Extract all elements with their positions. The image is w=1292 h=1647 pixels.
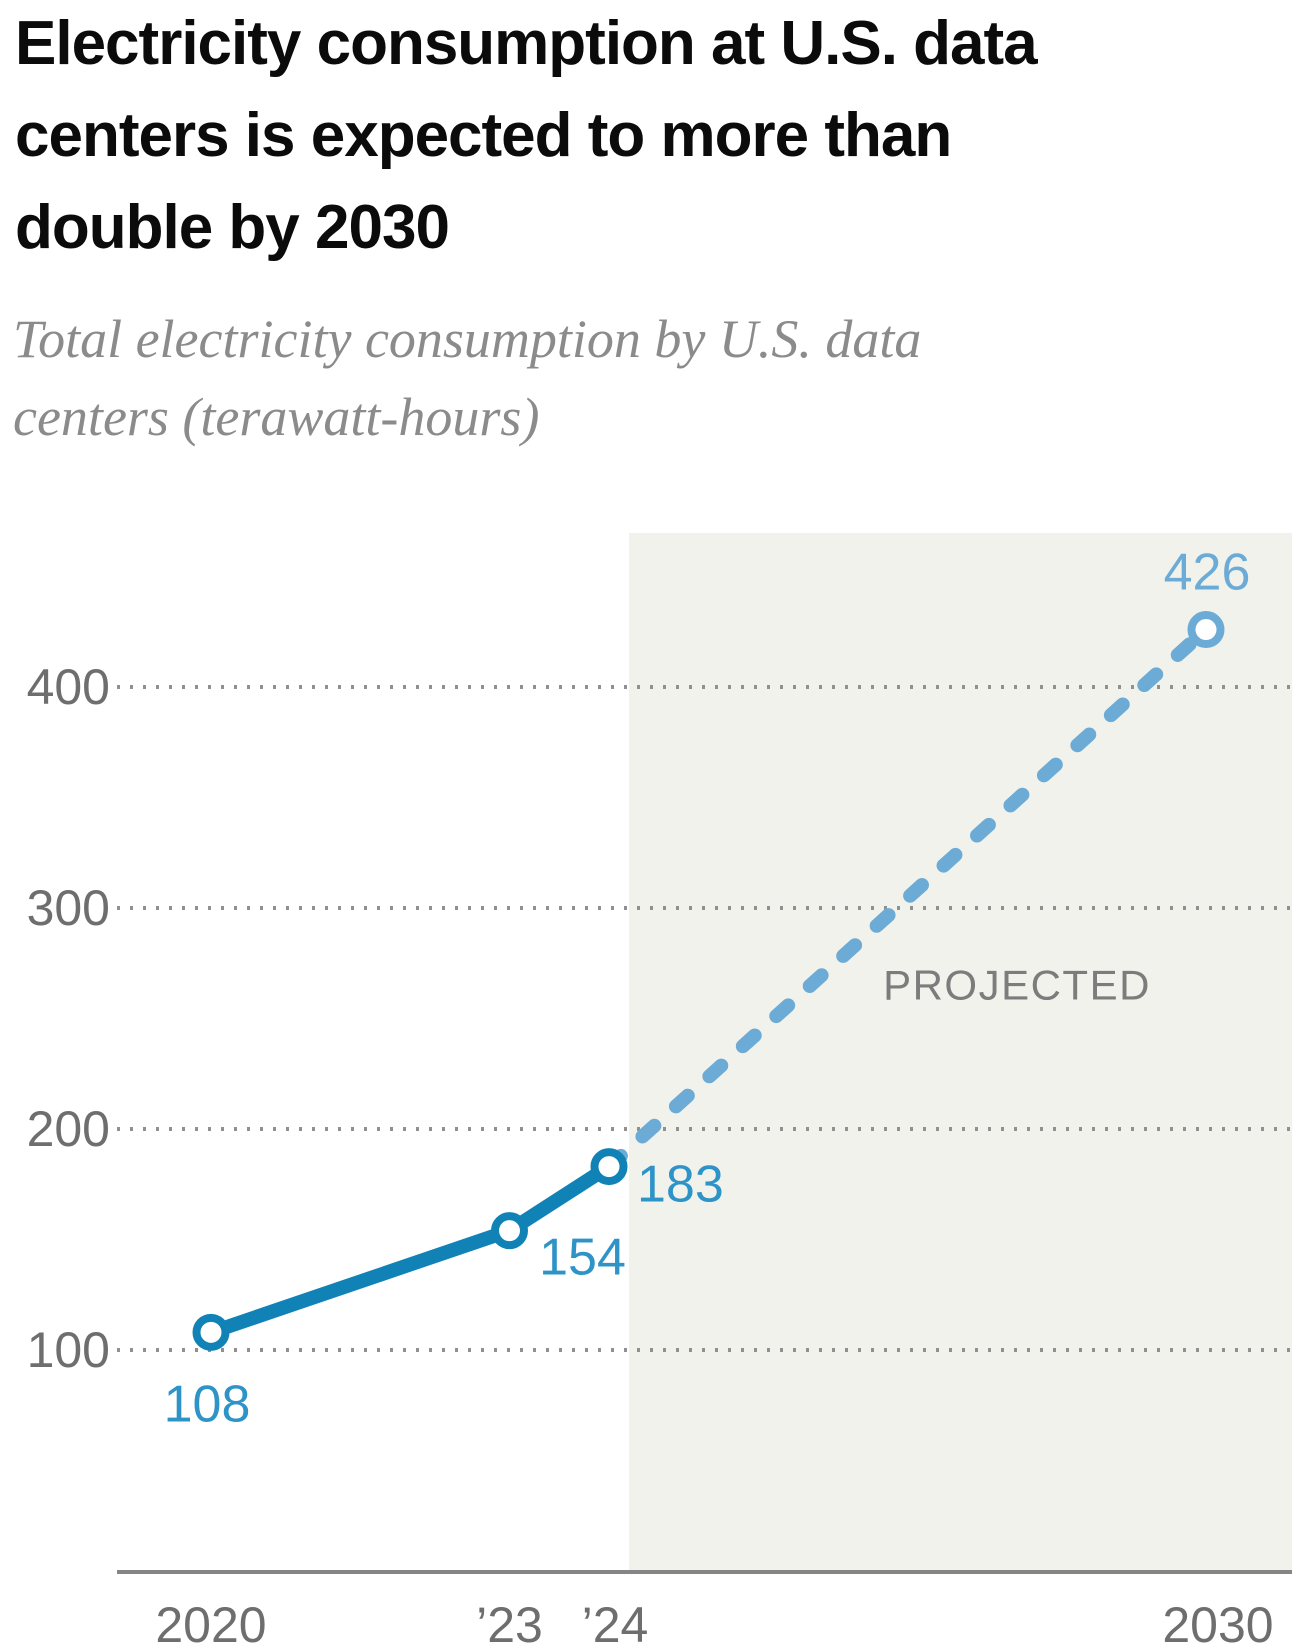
y-tick-label-300: 300 <box>27 880 110 936</box>
y-tick-label-200: 200 <box>27 1101 110 1157</box>
x-tick-label-2023: ’23 <box>476 1597 543 1647</box>
projected-annotation: PROJECTED <box>883 962 1151 1009</box>
chart-subtitle-line: centers (terawatt-hours) <box>13 387 540 447</box>
y-tick-label-400: 400 <box>27 659 110 715</box>
projected-region <box>629 533 1292 1572</box>
x-tick-label-2020: 2020 <box>155 1597 266 1647</box>
series-line-projected <box>602 622 1213 1174</box>
data-label-2020: 108 <box>164 1375 251 1433</box>
data-point-markers <box>192 611 1225 1351</box>
data-point-2024 <box>590 1148 628 1186</box>
data-label-2024: 183 <box>637 1156 724 1214</box>
x-tick-label-2030: 2030 <box>1162 1597 1273 1647</box>
chart-title-line: double by 2030 <box>15 193 450 262</box>
data-label-2023: 154 <box>539 1229 626 1287</box>
chart-title: Electricity consumption at U.S. data cen… <box>15 0 1038 274</box>
chart-title-line: centers is expected to more than <box>15 101 952 170</box>
x-tick-label-2024: ’24 <box>582 1597 649 1647</box>
line-chart: 100 200 300 400 PROJECTED 2020 ’23 ’24 2030 10… <box>27 533 1292 1647</box>
chart-subtitle: Total electricity consumption by U.S. da… <box>13 300 921 456</box>
x-axis-labels: 2020 ’23 ’24 2030 <box>155 1597 1273 1647</box>
data-point-2023 <box>491 1212 528 1250</box>
y-axis-labels: 100 200 300 400 <box>27 659 110 1378</box>
data-point-2020 <box>192 1313 230 1351</box>
gridlines <box>117 685 1292 1352</box>
data-point-2030 <box>1187 611 1225 649</box>
y-tick-label-100: 100 <box>27 1322 110 1378</box>
data-label-2030: 426 <box>1164 544 1251 602</box>
chart-subtitle-line: Total electricity consumption by U.S. da… <box>13 309 922 369</box>
chart-title-line: Electricity consumption at U.S. data <box>15 9 1038 78</box>
